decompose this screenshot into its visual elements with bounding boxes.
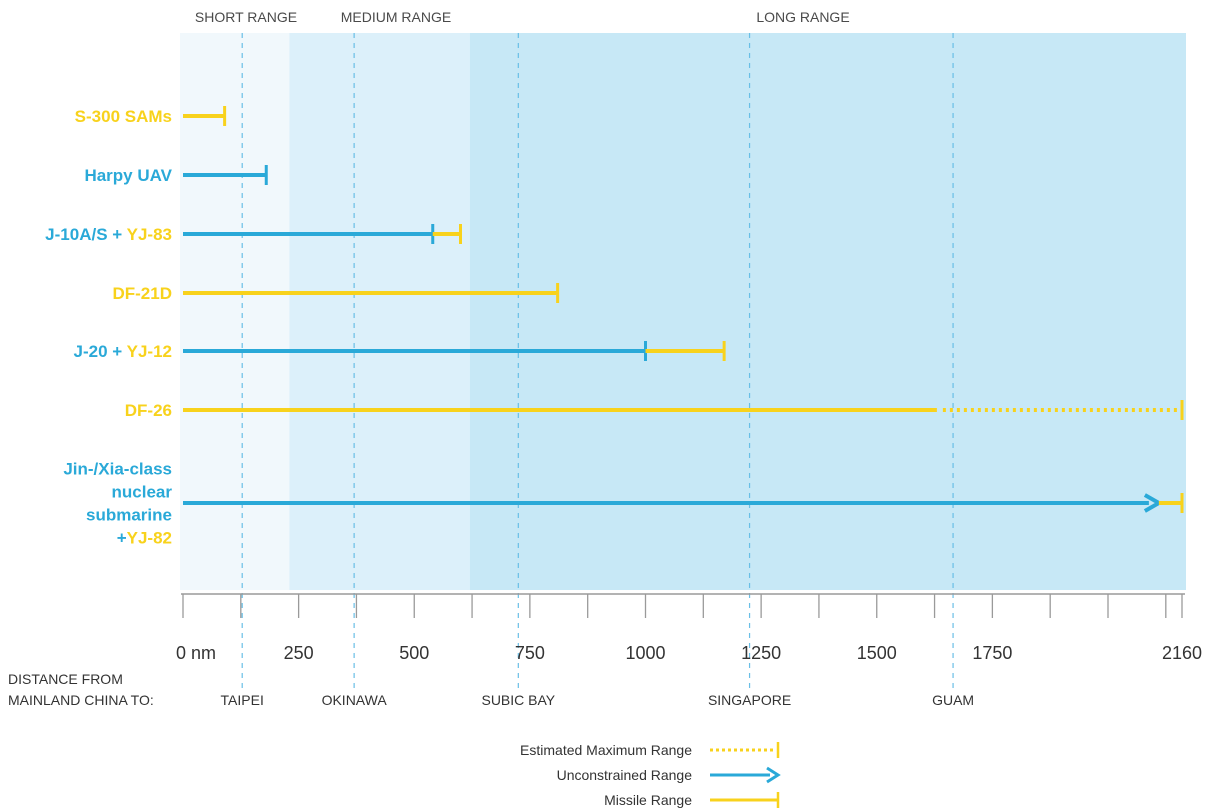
x-tick-label: 1500 <box>857 643 897 663</box>
system-label-part: Harpy UAV <box>84 166 172 185</box>
city-label: TAIPEI <box>221 692 264 708</box>
system-label-part: DF-21D <box>112 284 172 303</box>
legend-label: Estimated Maximum Range <box>520 742 692 758</box>
system-label-part: DF-26 <box>125 401 172 420</box>
system-label-part: YJ-82 <box>127 529 172 548</box>
x-tick-label: 2160 <box>1162 643 1202 663</box>
x-tick-label: 250 <box>284 643 314 663</box>
system-label-part: S-300 SAMs <box>75 107 172 126</box>
range-band <box>180 33 290 590</box>
distance-caption-line: MAINLAND CHINA TO: <box>8 692 154 708</box>
city-label: GUAM <box>932 692 974 708</box>
city-label: SINGAPORE <box>708 692 791 708</box>
x-axis: 0 nm 250 500 750 1000 1250 1500 1750 2160 <box>176 593 1202 663</box>
legend: Estimated Maximum Range Unconstrained Ran… <box>520 742 781 808</box>
legend-label: Unconstrained Range <box>557 767 693 783</box>
system-label: Jin-/Xia-class <box>63 460 172 479</box>
system-label-part: J-10A/S <box>45 225 107 244</box>
system-rows: S-300 SAMs Harpy UAV J-10A/S + YJ-83 DF-21D… <box>45 106 1184 548</box>
system-label-part: YJ-12 <box>127 342 172 361</box>
system-label: Harpy UAV <box>84 166 172 185</box>
city-label: OKINAWA <box>322 692 388 708</box>
system-label: DF-26 <box>125 401 172 420</box>
legend-item: Missile Range <box>604 792 780 808</box>
system-label-part: + <box>108 342 127 361</box>
system-label: +YJ-82 <box>117 529 172 548</box>
system-label-part: YJ-83 <box>127 225 172 244</box>
system-row: DF-26 <box>125 400 1184 420</box>
legend-label: Missile Range <box>604 792 692 808</box>
range-band-label: SHORT RANGE <box>195 9 297 25</box>
x-tick-label: 1250 <box>741 643 781 663</box>
x-tick-label: 0 nm <box>176 643 216 663</box>
range-band-labels: SHORT RANGE MEDIUM RANGE LONG RANGE <box>195 9 850 25</box>
system-label-part: Jin-/Xia-class <box>63 460 172 479</box>
system-row: Harpy UAV <box>84 165 268 185</box>
system-row: Jin-/Xia-class nuclear submarine +YJ-82 <box>63 460 1184 548</box>
system-row: J-10A/S + YJ-83 <box>45 224 462 244</box>
city-label: SUBIC BAY <box>481 692 555 708</box>
system-row: S-300 SAMs <box>75 106 227 126</box>
system-label: nuclear <box>112 483 173 502</box>
legend-item: Estimated Maximum Range <box>520 742 780 758</box>
system-label: submarine <box>86 506 172 525</box>
distance-caption: DISTANCE FROM MAINLAND CHINA TO: <box>8 671 154 708</box>
range-bands <box>180 33 1186 590</box>
range-band <box>469 33 1186 590</box>
system-label-part: + <box>108 225 127 244</box>
range-band-label: LONG RANGE <box>756 9 849 25</box>
system-label-part: J-20 <box>74 342 108 361</box>
x-tick-label: 500 <box>399 643 429 663</box>
range-band <box>289 33 470 590</box>
system-label: DF-21D <box>112 284 172 303</box>
city-labels: TAIPEI OKINAWA SUBIC BAY SINGAPORE GUAM <box>221 692 975 708</box>
system-label: J-20 + YJ-12 <box>74 342 172 361</box>
system-label: S-300 SAMs <box>75 107 172 126</box>
system-label-part: submarine <box>86 506 172 525</box>
x-tick-label: 1000 <box>625 643 665 663</box>
distance-caption-line: DISTANCE FROM <box>8 671 123 687</box>
system-label: J-10A/S + YJ-83 <box>45 225 172 244</box>
legend-item: Unconstrained Range <box>557 766 781 784</box>
range-band-label: MEDIUM RANGE <box>341 9 451 25</box>
x-tick-label: 1750 <box>972 643 1012 663</box>
legend-arrowhead <box>766 766 781 784</box>
system-label-part: nuclear <box>112 483 173 502</box>
x-tick-label: 750 <box>515 643 545 663</box>
system-row: J-20 + YJ-12 <box>74 341 726 361</box>
system-row: DF-21D <box>112 283 560 303</box>
system-label-part: + <box>117 529 127 548</box>
